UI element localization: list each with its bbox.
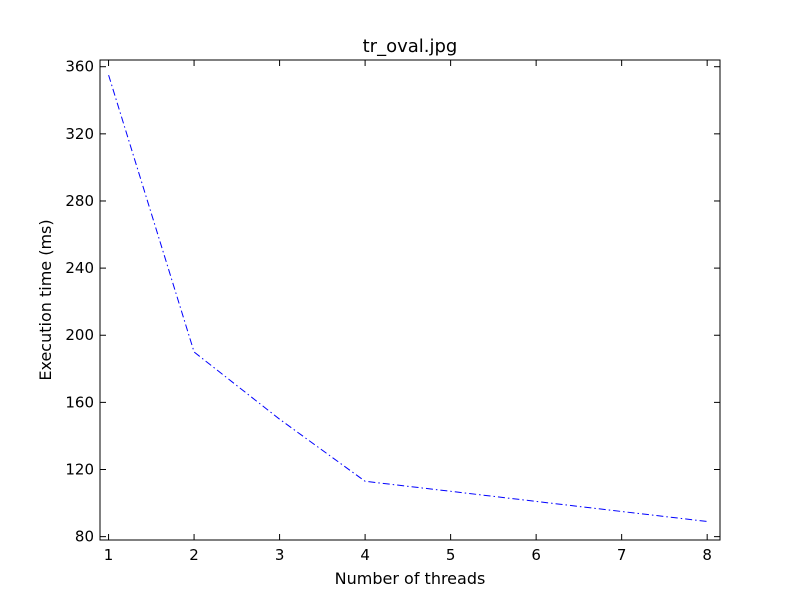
series-line (108, 74, 708, 522)
y-tick-label: 360 (65, 58, 94, 76)
series-layer (108, 74, 708, 522)
y-tick-label: 160 (65, 393, 94, 411)
data-point (450, 491, 451, 492)
y-tick-label: 320 (65, 125, 94, 143)
y-tick-label: 280 (65, 192, 94, 210)
data-point (536, 501, 537, 502)
y-tick-label: 120 (65, 461, 94, 479)
x-tick-label: 2 (189, 546, 199, 564)
x-tick-label: 4 (360, 546, 370, 564)
x-axis-label: Number of threads (335, 569, 486, 588)
x-tick-label: 1 (104, 546, 114, 564)
y-axis-label: Execution time (ms) (36, 219, 55, 380)
x-tick-label: 5 (446, 546, 456, 564)
x-tick-label: 8 (702, 546, 712, 564)
y-tick-label: 200 (65, 326, 94, 344)
chart-title: tr_oval.jpg (363, 36, 458, 57)
x-tick-label: 6 (531, 546, 541, 564)
y-tick-label: 80 (75, 528, 94, 546)
tick-layer: 1 2 3 4 5 6 7 8 80 120 160 200 240 280 320 360 (65, 58, 720, 564)
plot-area (100, 60, 720, 540)
data-point (621, 511, 622, 512)
y-tick-label: 240 (65, 259, 94, 277)
plot-frame (99, 59, 721, 541)
data-point (279, 419, 280, 420)
x-tick-label: 3 (275, 546, 285, 564)
data-point (194, 352, 195, 353)
data-point (365, 481, 366, 482)
data-point (108, 75, 109, 76)
data-point (707, 521, 708, 522)
x-tick-label: 7 (617, 546, 627, 564)
